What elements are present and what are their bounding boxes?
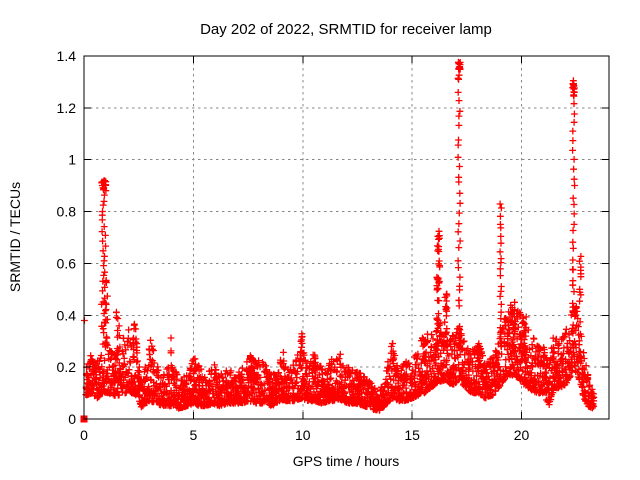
- y-tick-label: 0.4: [57, 307, 77, 323]
- label-layer: 0 5 10 15 20 0 0.2 0.4 0.6 0.8 1 1.2 1.4: [57, 48, 530, 443]
- y-tick-label: 1.2: [57, 100, 77, 116]
- chart-title: Day 202 of 2022, SRMTID for receiver lam…: [200, 21, 492, 38]
- y-tick-label: 0.8: [57, 204, 77, 220]
- x-axis-label: GPS time / hours: [293, 453, 400, 469]
- y-tick-label: 1: [68, 152, 76, 168]
- data-layer: [80, 58, 598, 423]
- x-tick-label: 20: [514, 427, 530, 443]
- x-tick-label: 5: [189, 427, 197, 443]
- x-tick-label: 10: [295, 427, 311, 443]
- plot-border: [83, 55, 610, 420]
- y-tick-label: 0.2: [57, 359, 77, 375]
- y-tick-label: 1.4: [57, 48, 77, 64]
- y-axis-label: SRMTID / TECUs: [7, 182, 23, 292]
- x-tick-label: 15: [404, 427, 420, 443]
- y-tick-label: 0: [68, 411, 76, 427]
- y-tick-label: 0.6: [57, 255, 77, 271]
- axis-layer: [83, 55, 610, 420]
- x-tick-label: 0: [80, 427, 88, 443]
- data-points: [81, 58, 598, 414]
